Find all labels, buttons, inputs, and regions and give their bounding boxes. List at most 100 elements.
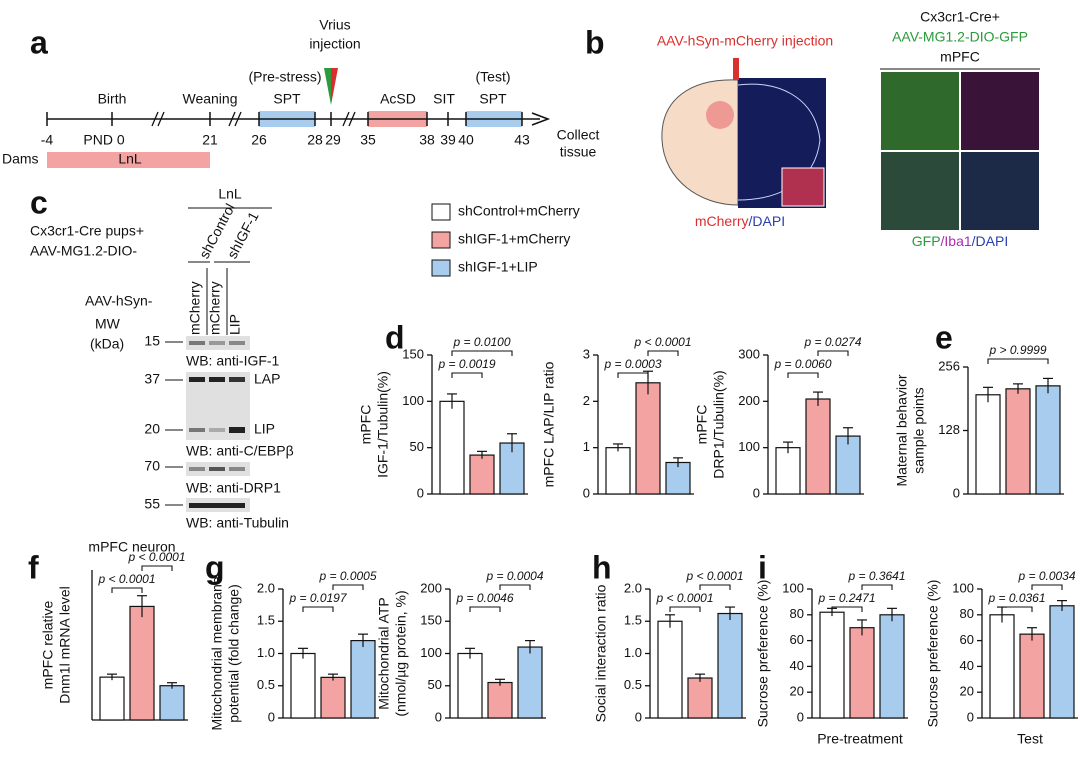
y-axis-label: Mitochondrial membrane <box>209 576 225 730</box>
injection-title: AAV-hSyn-mCherry injection <box>657 33 833 49</box>
bar <box>819 611 845 719</box>
group-label: LnL <box>218 186 242 202</box>
p-value: p < 0.0001 <box>685 569 743 583</box>
y-axis-label: mPFC <box>358 405 374 445</box>
blot-label: LIP <box>254 421 275 437</box>
mouse-line: Cx3cr1-Cre+ <box>920 9 1000 25</box>
y-tick-label: 1.0 <box>624 645 642 660</box>
event-label: SIT <box>433 91 455 107</box>
day-label: 40 <box>458 132 474 148</box>
axis-breaks <box>151 111 356 127</box>
timeline-ticks <box>46 112 523 126</box>
vector-label: AAV-hSyn- <box>85 293 153 309</box>
y-tick-label: 2.0 <box>624 580 642 595</box>
error-bar <box>673 457 683 468</box>
bar <box>1035 385 1061 495</box>
bar <box>717 612 743 719</box>
day-label: 39 <box>440 132 456 148</box>
significance-bracket <box>469 606 501 612</box>
y-tick-label: 100 <box>420 645 442 660</box>
western-blot: LnL Cx3cr1-Cre pups+ AAV-MG1.2-DIO- shCo… <box>30 186 294 531</box>
significance-bracket <box>451 350 513 356</box>
legend-swatch <box>431 259 451 277</box>
error-bar <box>695 673 705 682</box>
p-value: p < 0.0001 <box>127 550 185 564</box>
significance-bracket <box>617 372 649 378</box>
event-label: Weaning <box>182 91 237 107</box>
y-tick-label: 40 <box>790 658 804 673</box>
panel-letters: a b c d e f g h i <box>28 24 953 585</box>
end-label: Collect <box>557 127 600 143</box>
event-label: SPT <box>273 91 301 107</box>
error-bar <box>1043 377 1053 394</box>
y-tick-label: 0 <box>635 709 642 724</box>
y-axis-label: Mitochondrial ATP <box>376 597 392 710</box>
bar <box>1019 633 1045 719</box>
event-label: Birth <box>98 91 127 107</box>
event-label: SPT <box>479 91 507 107</box>
significance-bracket <box>451 372 483 378</box>
y-tick-label: 100 <box>782 580 804 595</box>
merge-image <box>881 152 959 230</box>
p-value: p < 0.0001 <box>97 572 155 586</box>
end-label: tissue <box>560 144 597 160</box>
error-bar <box>783 441 793 454</box>
error-bar <box>525 639 535 654</box>
p-value: p = 0.0100 <box>452 335 510 349</box>
y-tick-label: 0.5 <box>257 677 275 692</box>
y-tick-label: 40 <box>960 658 974 673</box>
bar <box>129 605 155 721</box>
y-axis-label: sample points <box>911 387 927 473</box>
day-label: 26 <box>251 132 267 148</box>
merge-image <box>961 152 1039 230</box>
timeline: Vrius injection Birth Weaning (Pre-stres… <box>2 17 600 168</box>
day-label: 35 <box>360 132 376 148</box>
p-value: p = 0.0019 <box>437 357 495 371</box>
error-bar <box>477 450 487 459</box>
significance-bracket <box>787 372 819 378</box>
y-tick-label: 20 <box>960 684 974 699</box>
bar <box>469 454 495 495</box>
error-bar <box>887 607 897 622</box>
y-axis-label: Sucrose preference (%) <box>755 580 771 728</box>
stain: GFP <box>912 233 941 249</box>
significance-bracket <box>1001 606 1033 612</box>
arrow-head <box>531 112 551 126</box>
y-tick-label: 1.0 <box>257 645 275 660</box>
bar <box>635 382 661 495</box>
bar <box>879 614 905 719</box>
panel-letter: b <box>585 24 605 60</box>
legend: shControl+mCherry shIGF-1+mCherry shIGF-1+… <box>431 203 580 277</box>
y-axis-label: IGF-1/Tubulin(%) <box>375 371 391 478</box>
y-tick-label: 1.5 <box>257 613 275 628</box>
event-label: AcSD <box>380 91 416 107</box>
imaging: AAV-hSyn-mCherry injection mCherry/DAPI … <box>657 9 1040 249</box>
significance-bracket <box>302 606 334 612</box>
bar <box>487 681 513 719</box>
blot-label: WB: anti-Tubulin <box>186 515 289 531</box>
y-tick-label: 0 <box>967 709 974 724</box>
mw-marker: 37 <box>144 371 160 387</box>
y-tick-label: 0 <box>417 485 424 500</box>
injection-label: injection <box>309 36 360 52</box>
significance-bracket <box>332 584 364 590</box>
significance-bracket <box>141 565 173 571</box>
y-tick-label: 20 <box>790 684 804 699</box>
band <box>209 467 225 471</box>
iba1-image <box>961 72 1039 150</box>
y-tick-label: 100 <box>738 439 760 454</box>
panel-letter: d <box>385 319 405 355</box>
error-bar <box>137 595 147 618</box>
band <box>229 341 245 345</box>
day-label: 28 <box>307 132 323 148</box>
legend-label: shControl+mCherry <box>458 203 580 219</box>
y-tick-label: 100 <box>402 393 424 408</box>
y-tick-label: 200 <box>420 580 442 595</box>
y-tick-label: 200 <box>738 393 760 408</box>
inset <box>781 167 825 207</box>
y-axis-label: Social interaction ratio <box>593 584 609 722</box>
band <box>209 428 225 432</box>
blot-label: WB: anti-IGF-1 <box>186 353 280 369</box>
lane-label: mCherry <box>187 281 203 335</box>
injection-site <box>706 101 734 129</box>
